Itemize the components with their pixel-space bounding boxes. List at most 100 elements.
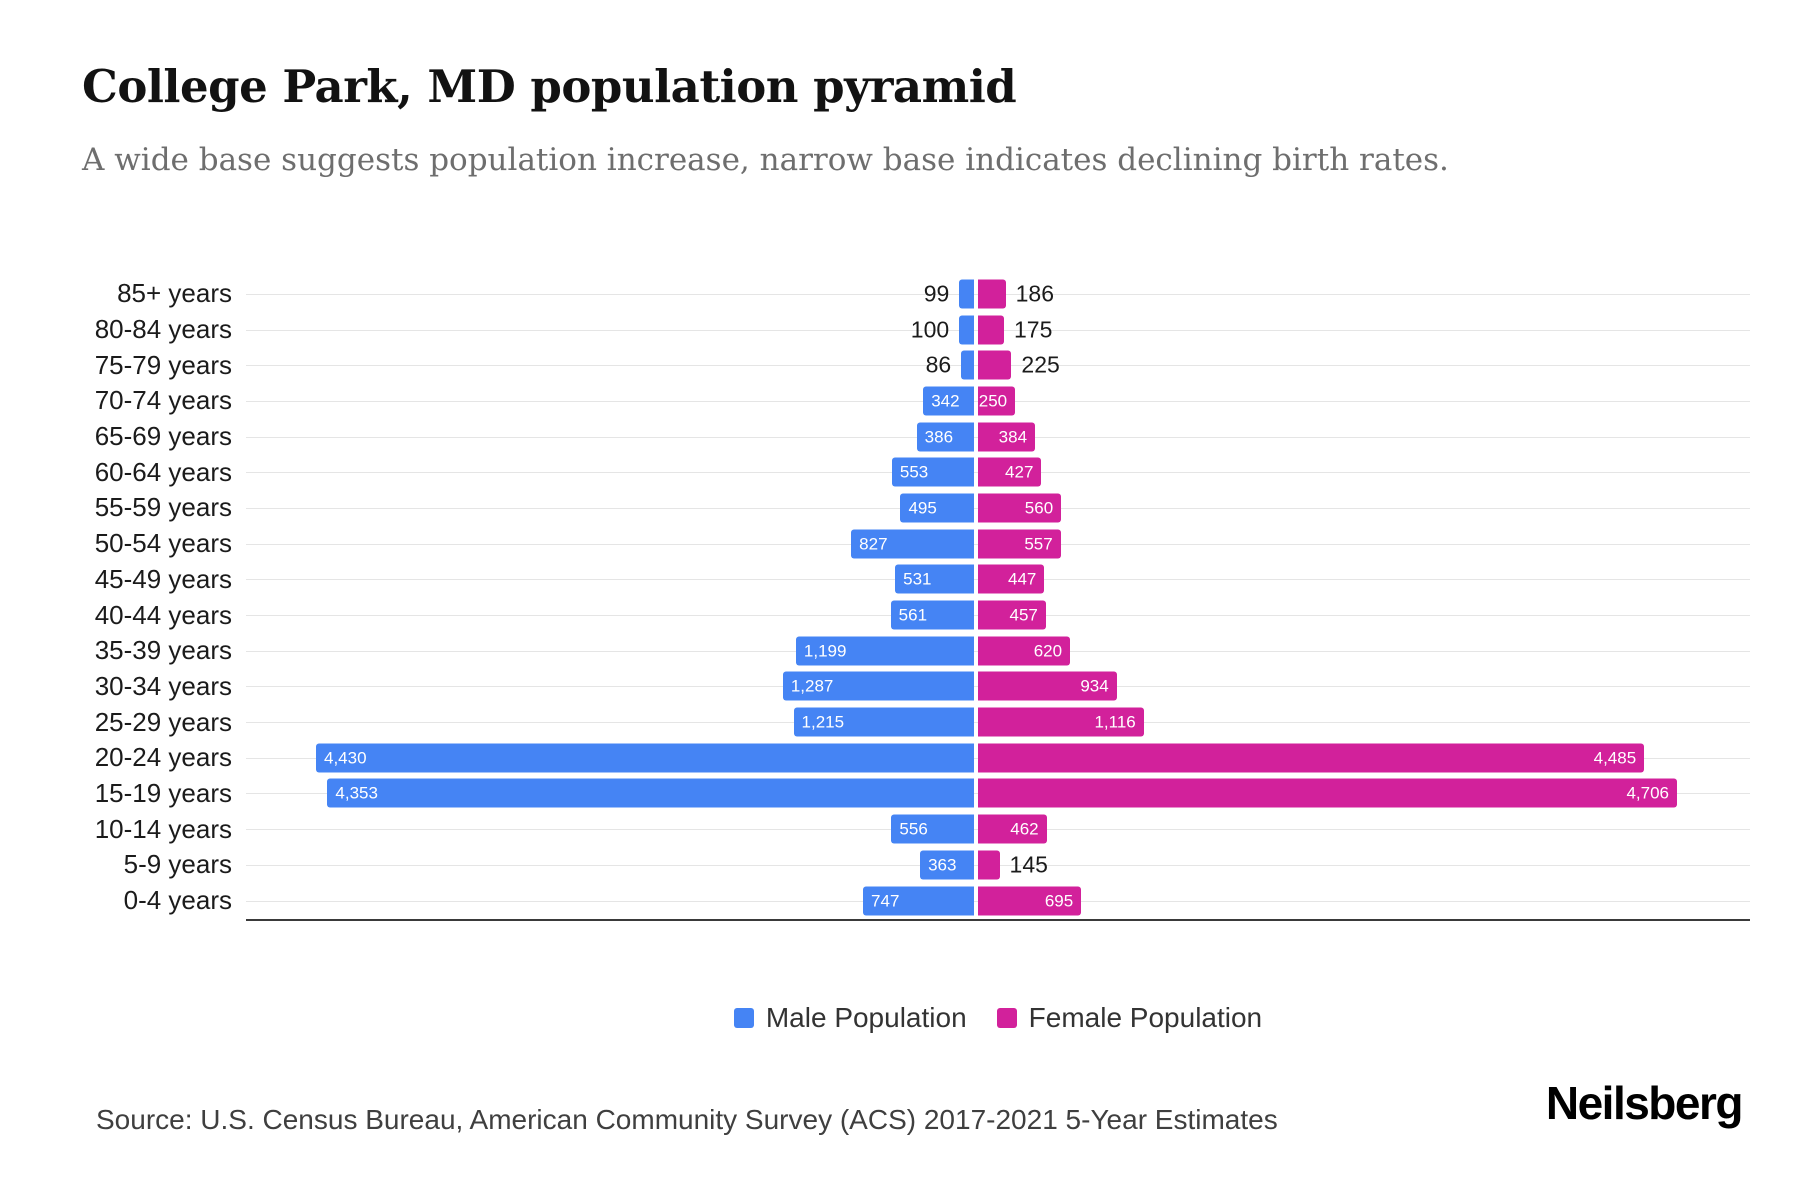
female-value-label: 145 — [1009, 851, 1048, 878]
legend-label-male: Male Population — [765, 1002, 967, 1033]
male-bar[interactable]: 556 — [891, 814, 974, 844]
female-bar[interactable]: 557 — [978, 529, 1061, 559]
age-group-label: 55-59 years — [94, 492, 232, 523]
male-value-label: 747 — [871, 891, 900, 911]
pyramid-row: 10-14 years 556 462 — [82, 811, 1750, 847]
bar-area: 99 186 — [246, 276, 1750, 312]
bar-area: 86 225 — [246, 347, 1750, 383]
male-bar[interactable] — [959, 315, 974, 345]
age-group-label: 75-79 years — [94, 349, 232, 380]
bar-area: 531 447 — [246, 562, 1750, 598]
male-value-label: 4,430 — [323, 748, 367, 768]
female-bar[interactable]: 1,116 — [978, 707, 1144, 737]
bar-area: 386 384 — [246, 419, 1750, 455]
male-bar[interactable]: 553 — [891, 457, 974, 487]
age-group-label: 0-4 years — [123, 885, 232, 916]
female-bar[interactable]: 695 — [978, 886, 1082, 916]
female-bar[interactable] — [978, 850, 1000, 880]
male-value-label: 100 — [910, 316, 950, 343]
male-bar[interactable] — [959, 279, 974, 309]
age-group-label: 60-64 years — [94, 456, 232, 487]
age-group-label: 70-74 years — [94, 385, 232, 416]
male-bar[interactable]: 4,430 — [315, 743, 974, 773]
female-bar[interactable]: 934 — [978, 671, 1117, 701]
male-bar[interactable]: 4,353 — [327, 778, 974, 808]
female-value-label: 462 — [1010, 819, 1039, 839]
female-value-label: 934 — [1080, 676, 1109, 696]
male-value-label: 86 — [925, 351, 952, 378]
male-value-label: 561 — [898, 605, 928, 625]
female-value-label: 695 — [1044, 891, 1074, 911]
male-bar[interactable]: 827 — [851, 529, 974, 559]
pyramid-row: 40-44 years 561 457 — [82, 597, 1750, 633]
female-value-label: 557 — [1024, 534, 1053, 554]
male-bar[interactable]: 495 — [900, 493, 974, 523]
pyramid-row: 5-9 years 363 145 — [82, 847, 1750, 883]
female-bar[interactable]: 457 — [978, 600, 1046, 630]
age-group-label: 10-14 years — [94, 813, 232, 844]
legend-item-female[interactable]: Female Population — [996, 1002, 1263, 1034]
legend-item-male[interactable]: Male Population — [733, 1002, 967, 1034]
male-bar[interactable]: 386 — [916, 422, 974, 452]
population-pyramid-chart: 85+ years 99 186 80-84 years 100 175 75-79 yea… — [82, 276, 1750, 918]
female-value-label: 4,706 — [1626, 783, 1669, 803]
bar-area: 561 457 — [246, 597, 1750, 633]
age-group-label: 15-19 years — [94, 777, 232, 808]
legend-label-female: Female Population — [1028, 1002, 1263, 1033]
age-group-label: 20-24 years — [94, 742, 232, 773]
male-bar[interactable]: 1,199 — [795, 636, 974, 666]
chart-subtitle: A wide base suggests population increase… — [82, 142, 1449, 178]
male-bar[interactable] — [961, 350, 974, 380]
female-bar[interactable]: 4,706 — [978, 778, 1677, 808]
bar-area: 556 462 — [246, 811, 1750, 847]
x-axis-line — [246, 919, 1750, 921]
bar-area: 827 557 — [246, 526, 1750, 562]
male-value-label: 495 — [908, 498, 937, 518]
male-value-label: 556 — [899, 819, 928, 839]
pyramid-row: 85+ years 99 186 — [82, 276, 1750, 312]
female-bar[interactable] — [978, 315, 1004, 345]
pyramid-row: 75-79 years 86 225 — [82, 347, 1750, 383]
male-value-label: 827 — [859, 534, 888, 554]
bar-area: 1,215 1,116 — [246, 704, 1750, 740]
pyramid-row: 20-24 years 4,430 4,485 — [82, 740, 1750, 776]
female-bar[interactable]: 427 — [978, 457, 1042, 487]
male-bar[interactable]: 561 — [890, 600, 974, 630]
bar-area: 1,199 620 — [246, 633, 1750, 669]
female-bar[interactable]: 250 — [978, 386, 1016, 416]
female-legend-swatch-icon — [996, 1008, 1017, 1028]
female-bar[interactable]: 447 — [978, 564, 1045, 594]
age-group-label: 45-49 years — [94, 563, 232, 594]
male-value-label: 342 — [931, 391, 960, 411]
male-bar[interactable]: 342 — [923, 386, 974, 416]
male-bar[interactable]: 1,215 — [793, 707, 974, 737]
bar-area: 4,430 4,485 — [246, 740, 1750, 776]
female-value-label: 186 — [1015, 280, 1054, 307]
female-bar[interactable] — [978, 279, 1006, 309]
male-bar[interactable]: 747 — [863, 886, 974, 916]
age-group-label: 80-84 years — [94, 314, 232, 345]
female-bar[interactable]: 560 — [978, 493, 1062, 523]
pyramid-row: 25-29 years 1,215 1,116 — [82, 704, 1750, 740]
female-bar[interactable]: 462 — [978, 814, 1047, 844]
male-bar[interactable]: 1,287 — [782, 671, 974, 701]
male-value-label: 1,287 — [790, 676, 834, 696]
female-value-label: 620 — [1033, 641, 1063, 661]
female-value-label: 4,485 — [1593, 748, 1637, 768]
female-bar[interactable]: 384 — [978, 422, 1036, 452]
male-value-label: 99 — [923, 280, 950, 307]
female-value-label: 384 — [998, 427, 1028, 447]
male-bar[interactable]: 363 — [920, 850, 974, 880]
female-value-label: 457 — [1009, 605, 1038, 625]
female-bar[interactable]: 4,485 — [978, 743, 1645, 773]
male-bar[interactable]: 531 — [895, 564, 974, 594]
age-group-label: 40-44 years — [94, 599, 232, 630]
source-attribution: Source: U.S. Census Bureau, American Com… — [96, 1104, 1278, 1135]
pyramid-row: 0-4 years 747 695 — [82, 883, 1750, 919]
female-bar[interactable]: 620 — [978, 636, 1071, 666]
male-legend-swatch-icon — [733, 1008, 754, 1028]
male-value-label: 386 — [924, 427, 954, 447]
female-bar[interactable] — [978, 350, 1012, 380]
male-value-label: 1,199 — [803, 641, 847, 661]
